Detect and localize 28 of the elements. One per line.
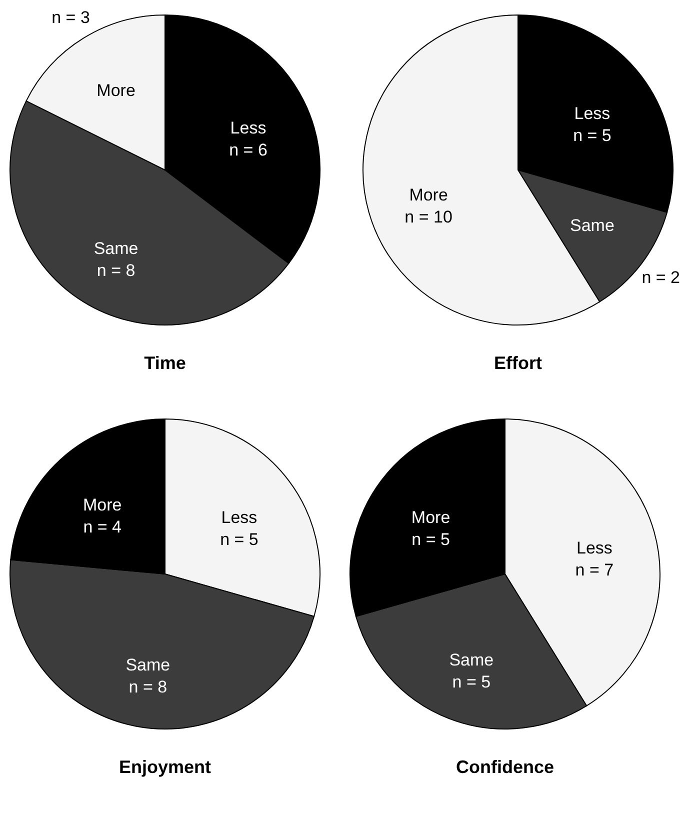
- data-label: n = 10: [404, 207, 452, 226]
- data-label: n = 5: [412, 530, 450, 549]
- slice-label: Less: [576, 538, 612, 558]
- slice-label: Same: [126, 655, 170, 674]
- data-label: n = 5: [220, 530, 258, 549]
- data-label: n = 4: [83, 517, 122, 536]
- text: Time: [144, 353, 186, 373]
- slice-label: Less: [230, 118, 266, 138]
- slice-label: More: [409, 185, 448, 204]
- slice-label: More: [411, 508, 450, 527]
- slice-label: More: [96, 80, 136, 100]
- slice-label: Less: [221, 508, 258, 527]
- slice-label: More: [82, 495, 122, 514]
- slice-label: Same: [94, 239, 138, 258]
- data-label: n = 7: [575, 560, 614, 580]
- slice-label: Same: [570, 216, 614, 236]
- data-label: n = 8: [96, 261, 136, 280]
- text: Confidence: [456, 757, 554, 777]
- text: Enjoyment: [118, 757, 212, 777]
- data-label: n = 2: [642, 268, 680, 287]
- text: Effort: [494, 353, 542, 373]
- data-label: n = 6: [229, 140, 268, 160]
- data-label: n = 8: [128, 677, 168, 696]
- slice-label: Same: [449, 650, 494, 670]
- data-label: n = 5: [573, 126, 612, 145]
- slice-label: Less: [574, 104, 610, 123]
- data-label: n = 3: [52, 8, 90, 27]
- data-label: n = 5: [452, 672, 491, 692]
